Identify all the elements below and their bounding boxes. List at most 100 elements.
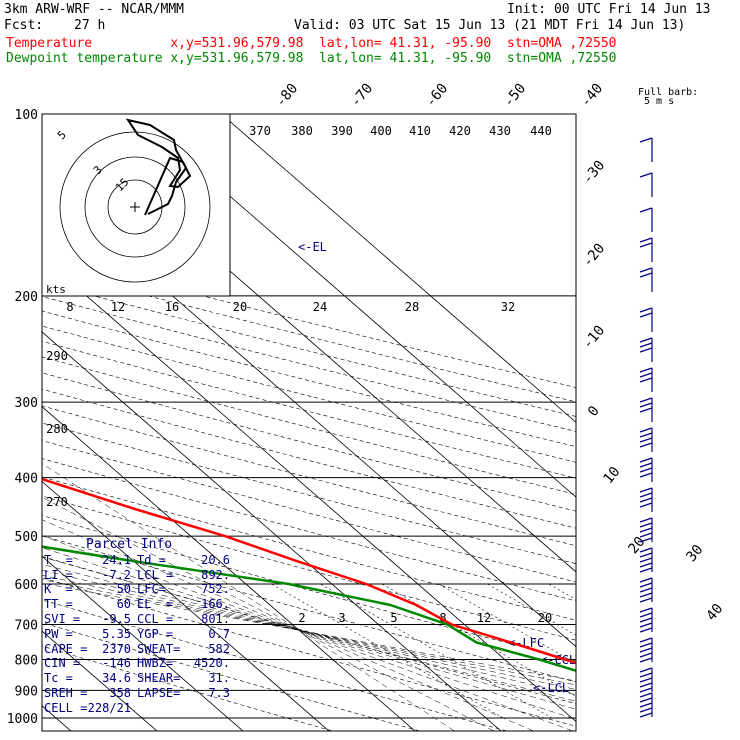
moist-adiabat-line	[42, 463, 455, 731]
moist-adiabat-line	[42, 535, 573, 731]
parcel-value: 50	[116, 582, 132, 597]
wind-barb-flag	[639, 697, 653, 703]
wind-barb-flag	[639, 547, 653, 553]
parcel-row: K = 50 LFC= 752.	[44, 582, 230, 597]
wind-barb-flag	[639, 492, 653, 498]
parcel-row: TT = 60 EL = 166.	[44, 597, 230, 612]
isotherm-line	[42, 555, 243, 731]
moist-adiabat-line	[42, 556, 576, 710]
isotherm-line	[42, 256, 576, 723]
parcel-value: -146	[102, 656, 132, 671]
wind-barb-flag	[639, 707, 653, 713]
moist-adiabat-line	[42, 406, 415, 731]
wind-barb-flag	[639, 532, 653, 538]
wind-barb-flag	[639, 612, 653, 618]
speed-scale-label: 8	[66, 300, 73, 314]
speed-scale-label: 28	[405, 300, 419, 314]
wind-barb-flag	[639, 242, 653, 248]
wind-barb-flag	[639, 672, 653, 678]
dry-adiabat-line	[42, 356, 576, 495]
temperature-legend: Temperature x,y=531.96,579.98 lat,lon= 4…	[6, 36, 617, 51]
level-annotation: <-LFC	[508, 636, 544, 650]
parcel-row: LI = -7.2 LCL = 892.	[44, 568, 230, 583]
wind-barb-flag	[639, 367, 653, 373]
speed-scale-label: 32	[501, 300, 515, 314]
dry-adiabat-line	[42, 325, 576, 463]
wind-barb-flag	[639, 657, 653, 663]
plot-frame	[41, 113, 577, 732]
wind-barb-flag	[639, 557, 653, 563]
wind-barb-flag	[639, 372, 653, 378]
parcel-value: 228/21	[87, 700, 132, 715]
parcel-value: 358	[109, 685, 132, 700]
parcel-label: EL =	[137, 597, 174, 612]
parcel-row: PW = 5.35 YGP = 0.7	[44, 627, 230, 642]
mixing-ratio-line	[438, 583, 576, 664]
wind-barb-flag	[639, 137, 653, 143]
pressure-label: 100	[15, 108, 38, 123]
mixing-ratio-line	[487, 583, 576, 636]
moist-adiabat-line	[42, 582, 576, 682]
mixing-ratio-label: 5	[390, 611, 397, 625]
parcel-label	[131, 701, 186, 716]
isotherm-line	[42, 480, 329, 731]
wind-barb-flag	[639, 342, 653, 348]
parcel-row: Tc = 34.6 SHEAR= 31.	[44, 671, 230, 686]
parcel-label: PW =	[44, 626, 73, 641]
mixing-ratio-label: 12	[477, 611, 491, 625]
parcel-value: 7.3	[208, 685, 230, 700]
parcel-value: -7.2	[102, 567, 132, 582]
wind-barb-flag	[639, 497, 653, 503]
parcel-label: LI =	[44, 567, 73, 582]
wind-barb-flag	[639, 667, 653, 673]
wind-barb-flag	[639, 407, 653, 413]
theta-label-left: 270	[46, 495, 68, 509]
parcel-label: CELL =	[44, 700, 88, 715]
temperature-profile	[42, 477, 576, 665]
isotherm-label: -60	[423, 81, 452, 111]
parcel-label: Tc =	[44, 671, 73, 686]
wind-barb-flag	[639, 467, 653, 473]
dry-adiabat-line	[42, 296, 576, 432]
theta-label: 410	[409, 124, 431, 138]
wind-barb-flag	[639, 622, 653, 628]
parcel-value: 0.7	[208, 626, 230, 641]
moist-adiabat-line	[42, 519, 534, 731]
pressure-label: 700	[15, 618, 38, 633]
wind-barb-flag	[639, 577, 653, 583]
wind-barb-flag	[639, 307, 653, 313]
wind-barb-flag	[639, 517, 653, 523]
dry-adiabat-line	[42, 310, 576, 447]
parcel-value	[186, 701, 230, 716]
wind-barb-flag	[639, 377, 653, 383]
dry-adiabat-line	[42, 340, 576, 479]
wind-barb-flag	[639, 687, 653, 693]
wind-barb-flag	[639, 397, 653, 403]
parcel-value: 60	[116, 597, 132, 612]
moist-adiabat-line	[42, 564, 576, 702]
isotherm-label: -20	[580, 241, 609, 271]
pressure-label: 600	[15, 578, 38, 593]
isotherm-label: -10	[580, 323, 609, 353]
pressure-label: 1000	[7, 712, 38, 727]
wind-barb-flag	[639, 312, 653, 318]
wind-barb-flag	[639, 537, 653, 543]
wind-barb-flag	[639, 702, 653, 708]
dry-adiabat-line	[42, 267, 576, 403]
isotherm-label: -50	[501, 81, 530, 111]
isotherm-label: -40	[578, 81, 607, 111]
dry-adiabat-line	[42, 645, 332, 731]
wind-barb-flag	[639, 437, 653, 443]
speed-scale-label: 20	[233, 300, 247, 314]
theta-label: 390	[331, 124, 353, 138]
mixing-ratio-label: 20	[538, 611, 552, 625]
wind-barb-flag	[639, 562, 653, 568]
wind-barb-flag	[639, 237, 653, 243]
theta-label: 430	[489, 124, 511, 138]
wind-barb-flag	[639, 647, 653, 653]
wind-barb-flag	[639, 487, 653, 493]
speed-scale-label: 16	[165, 300, 179, 314]
parcel-label: CCL =	[137, 611, 174, 626]
wind-units-title: Full barb:	[638, 87, 698, 98]
